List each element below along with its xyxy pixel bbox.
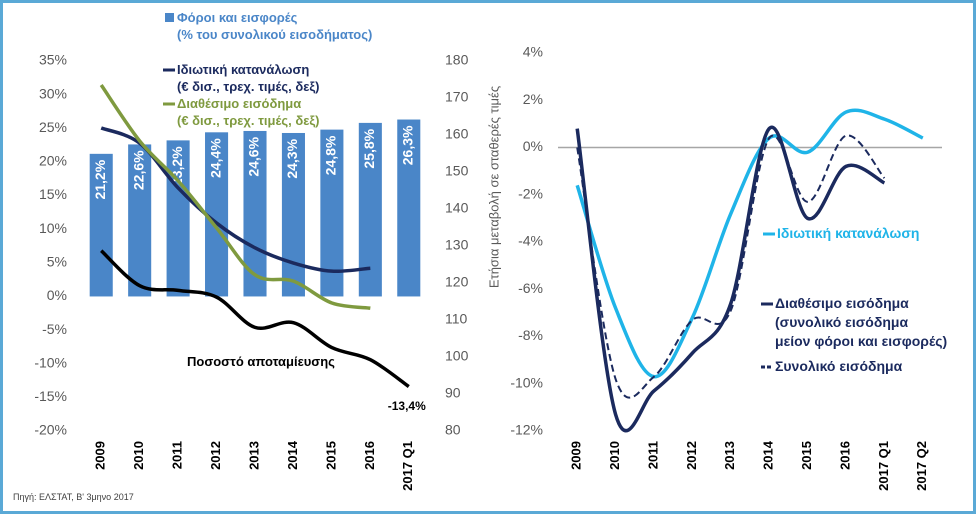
y-tick-label: -10% (34, 354, 67, 370)
bar-label: 22,6% (130, 150, 146, 190)
x-tick-label: 2016 (837, 441, 852, 470)
legend-swatch (165, 13, 174, 22)
y2-tick-label: 180 (445, 52, 469, 68)
y-tick-label: 25% (39, 119, 67, 135)
line (99, 84, 371, 310)
x-tick-label: 2012 (208, 441, 223, 470)
y-tick-label: 20% (39, 153, 67, 169)
x-tick-label: 2010 (607, 441, 622, 470)
y2-tick-label: 140 (445, 200, 469, 216)
y-tick-label: -2% (518, 185, 543, 201)
x-tick-label: 2011 (645, 441, 660, 469)
bar (397, 119, 421, 297)
y-axis-title: Ετήσια μεταβολή σε σταθερές τιμές (486, 86, 501, 288)
bar-label: 21,2% (92, 159, 108, 199)
line (100, 249, 410, 389)
x-tick-label: 2009 (93, 441, 108, 470)
x-tick-label: 2017 Q1 (400, 441, 415, 491)
legend-entry: Ιδιωτική κατανάλωση (777, 225, 920, 241)
x-tick-label: 2014 (761, 440, 776, 470)
y-tick-label: -12% (510, 422, 543, 438)
line (575, 125, 886, 433)
y2-tick-label: 160 (445, 126, 469, 142)
y-tick-label: -20% (34, 422, 67, 438)
y2-tick-label: 100 (445, 348, 469, 364)
legend-entry: Ιδιωτική κατανάλωση (€ δισ., τρεχ. τιμές… (177, 62, 320, 94)
y-tick-label: 0% (47, 287, 67, 303)
y-tick-label: -10% (510, 374, 543, 390)
x-tick-label: 2013 (722, 441, 737, 470)
bar (281, 132, 305, 297)
bar (320, 129, 344, 297)
y-tick-label: 2% (523, 91, 543, 107)
x-tick-label: 2012 (684, 441, 699, 470)
y-tick-label: -8% (518, 327, 543, 343)
x-tick-label: 2010 (131, 441, 146, 470)
bar-label: 24,8% (323, 135, 339, 175)
x-tick-label: 2011 (170, 441, 185, 469)
legend-entry: Φόροι και εισφορές (% του συνολικού εισο… (177, 10, 373, 42)
x-tick-label: 2015 (799, 441, 814, 470)
y-tick-label: -15% (34, 388, 67, 404)
line (576, 134, 886, 399)
y2-tick-label: 110 (445, 311, 468, 327)
bar (128, 144, 152, 297)
x-tick-label: 2009 (569, 441, 584, 470)
bar (358, 122, 382, 297)
bar-label: 24,3% (284, 138, 300, 178)
source: Πηγή: ΕΛΣΤΑΤ, Β' 3μηνο 2017 (13, 492, 134, 502)
annotation: Ποσοστό αποταμίευσης (187, 354, 335, 369)
bar (89, 153, 113, 297)
line (575, 108, 924, 379)
y-tick-label: -6% (518, 280, 543, 296)
x-tick-label: 2017 Q2 (914, 441, 929, 491)
bar-label: 25,8% (361, 128, 377, 168)
bar-label: 24,4% (207, 138, 223, 178)
x-tick-label: 2013 (246, 441, 261, 470)
legend-entry: Συνολικό εισόδημα (775, 358, 903, 374)
x-tick-label: 2014 (285, 440, 300, 470)
y2-tick-label: 170 (445, 89, 469, 105)
y2-tick-label: 90 (445, 385, 461, 401)
y-tick-label: 0% (523, 138, 543, 154)
point-label: -13,4% (388, 399, 426, 413)
y-tick-label: 35% (39, 52, 67, 68)
y-tick-label: 4% (523, 44, 543, 60)
x-tick-label: 2015 (323, 441, 338, 470)
y2-tick-label: 80 (445, 422, 461, 438)
bar-label: 24,6% (246, 136, 262, 176)
bar (205, 132, 229, 297)
legend-entry: Διαθέσιμο εισόδημα (€ δισ., τρεχ. τιμές,… (177, 96, 320, 128)
bar-label: 26,3% (399, 125, 415, 165)
x-tick-label: 2017 Q1 (876, 441, 891, 491)
y-tick-label: 5% (47, 254, 67, 270)
y-tick-label: -4% (518, 233, 543, 249)
bar (243, 130, 267, 297)
y2-tick-label: 130 (445, 237, 469, 253)
legend-entry: Διαθέσιμο εισόδημα (συνολικό εισόδημα με… (775, 295, 948, 349)
x-tick-label: 2016 (362, 441, 377, 470)
y2-tick-label: 150 (445, 163, 469, 179)
y-tick-label: 30% (39, 85, 67, 101)
charts: -20% -15% -10% -5% 0% 5% 10% 15% 20% 25% 30% 35% 80 9… (34, 13, 942, 491)
y-tick-label: 10% (39, 220, 67, 236)
y2-tick-label: 120 (445, 274, 469, 290)
y-tick-label: 15% (39, 186, 67, 202)
y-tick-label: -5% (42, 321, 67, 337)
